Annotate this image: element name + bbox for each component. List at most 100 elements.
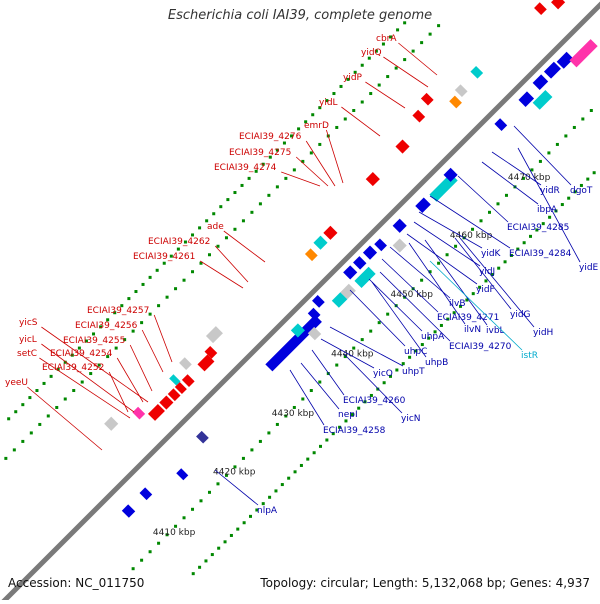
tick-mark [191,233,195,237]
gene-leader-line [457,175,509,223]
gene-leader-line [408,242,466,325]
kbp-scale-label: 4420 kbp [213,468,256,478]
tick-mark [389,374,393,378]
gene-label-bottom: ECIAI39_4285 [507,223,569,233]
gene-label-top: yicL [19,335,37,345]
gene-leader-line [371,281,427,358]
tick-mark [241,456,245,460]
gene-feature [412,109,426,123]
gene-leader-line [459,237,535,328]
gene-label-top: yeeU [5,378,28,388]
gene-label-bottom: yidG [510,310,531,320]
tick-mark [581,117,585,121]
tick-mark [403,21,407,25]
gene-feature [532,74,549,90]
gene-feature [304,248,318,262]
tick-mark [92,332,96,336]
gene-label-top: emrD [304,121,329,131]
tick-mark [255,508,259,512]
gene-label-top: ECIAI39_4252 [42,363,104,373]
gene-label-bottom: dgoT [570,186,593,196]
gene-label-bottom: yidE [579,263,599,273]
gene-feature [392,238,407,253]
tick-mark [377,83,381,87]
gene-feature [443,167,458,182]
gene-leader-line [300,362,340,410]
gene-label-bottom: uhpC [404,347,427,357]
tick-mark [414,349,418,353]
gene-label-bottom: ECIAI39_4270 [449,342,512,352]
tick-mark [344,419,348,423]
gene-feature [179,357,192,371]
gene-label-top: setC [17,349,37,359]
tick-mark [157,304,161,308]
tick-mark [396,28,400,32]
tick-mark [564,134,568,138]
gene-feature [494,118,508,132]
gene-feature [176,468,189,481]
tick-mark [99,325,103,329]
tick-mark [538,159,542,163]
tick-mark [182,278,186,282]
tick-mark [338,425,342,429]
gene-leader-line [129,344,153,392]
tick-mark [284,414,288,418]
gene-leader-line [320,338,375,369]
tick-mark [504,193,508,197]
tick-mark [381,42,385,46]
tick-mark [89,372,93,376]
tick-mark [343,355,347,359]
tick-mark [21,403,25,407]
tick-mark [267,193,271,197]
tick-mark [573,190,577,194]
gene-feature [454,84,468,98]
gene-leader-line [454,237,512,310]
tick-mark [325,438,329,442]
tick-mark [207,490,211,494]
tick-mark [309,389,313,393]
gene-leader-line [413,221,481,267]
gene-leader-line [326,129,344,184]
tick-mark [217,546,221,550]
tick-mark [586,177,590,181]
tick-mark [478,285,482,289]
tick-mark [198,226,202,230]
tick-mark [287,476,291,480]
tick-mark [38,422,42,426]
tick-mark [247,176,251,180]
gene-label-bottom: yicN [401,414,421,424]
gene-feature [362,245,378,260]
gene-feature [290,323,305,338]
tick-mark [240,183,244,187]
tick-mark [427,336,431,340]
tick-mark [454,244,458,248]
tick-mark [555,142,559,146]
gene-label-bottom: yicO [373,369,393,379]
tick-mark [120,304,124,308]
gene-label-bottom: ilvB [449,299,466,309]
tick-mark [420,41,424,45]
gene-leader-line [365,81,406,109]
tick-mark [346,77,350,81]
gene-leader-line [329,326,404,367]
gene-feature [340,283,356,300]
tick-mark [176,247,180,251]
gene-label-top: ECIAI39_4261 [133,252,195,262]
tick-mark [191,270,195,274]
tick-mark [497,266,501,270]
tick-mark [97,363,101,367]
gene-leader-line [379,271,451,342]
tick-mark [174,287,178,291]
tick-mark [408,355,412,359]
gene-feature [132,406,146,420]
tick-mark [357,406,361,410]
tick-mark [465,298,469,302]
gene-feature [420,92,434,106]
gene-label-bottom: ECIAI39_4284 [509,249,572,259]
tick-mark [503,260,507,264]
gene-leader-line [281,171,321,187]
gene-feature [312,295,325,308]
gene-label-bottom: yidH [533,328,553,338]
tick-mark [382,381,386,385]
